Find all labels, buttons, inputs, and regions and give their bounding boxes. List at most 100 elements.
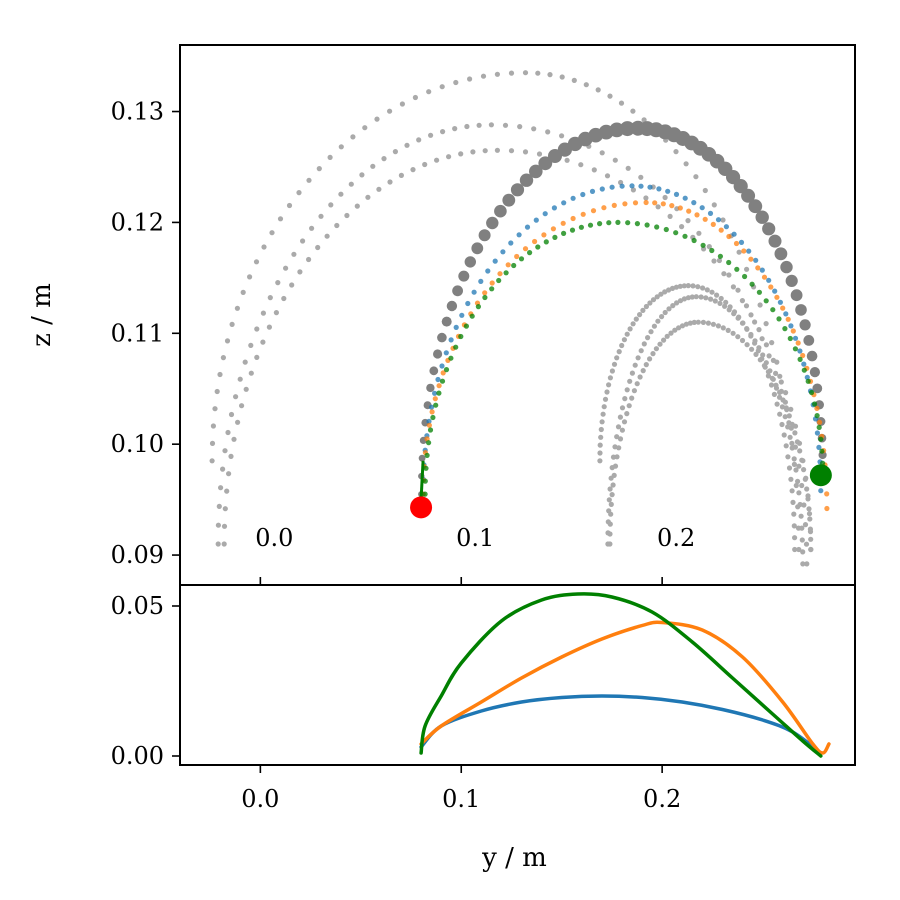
gray-point — [615, 424, 622, 430]
gray-point — [289, 282, 295, 288]
gray-point — [328, 202, 334, 208]
gray-point — [217, 371, 223, 378]
gray-point — [254, 354, 260, 360]
gray-point — [748, 312, 754, 318]
gray-point — [607, 486, 613, 492]
series-point — [426, 440, 432, 446]
gray-point — [338, 144, 344, 150]
gray-point — [668, 330, 674, 336]
gray-point — [721, 271, 727, 277]
gray-point — [779, 421, 785, 428]
series-point — [805, 378, 811, 384]
series-point — [772, 288, 778, 294]
series-point — [809, 389, 815, 396]
bottom-xtick-label: 0.1 — [442, 785, 480, 813]
gray-point — [531, 126, 537, 132]
gray-point — [695, 319, 701, 325]
dark-trajectory — [418, 120, 827, 498]
dark-point — [478, 229, 491, 242]
gray-point — [221, 523, 228, 529]
gray-point — [237, 376, 243, 382]
gray-point — [480, 73, 487, 79]
series-point — [458, 333, 464, 340]
gray-point — [376, 186, 382, 192]
gray-point — [297, 269, 303, 275]
dark-point — [429, 366, 439, 376]
gray-point — [631, 388, 638, 394]
gray-point — [802, 522, 809, 528]
series-point — [622, 201, 628, 207]
dark-point — [441, 316, 452, 327]
gray-point — [614, 454, 620, 460]
gray-point — [786, 465, 793, 471]
series-point — [748, 256, 754, 262]
gray-point — [641, 341, 647, 347]
gray-point — [494, 147, 500, 153]
series-point — [814, 413, 820, 419]
gray-point — [788, 406, 794, 412]
gray-point — [502, 122, 509, 128]
gray-point — [702, 187, 708, 194]
gray-point — [786, 413, 792, 419]
gray-point — [700, 319, 707, 325]
gray-point — [439, 84, 445, 90]
dark-point — [785, 274, 798, 287]
gray-point — [757, 357, 763, 363]
gray-point — [210, 423, 216, 429]
gray-point — [374, 116, 380, 122]
gray-point — [689, 294, 695, 300]
gray-point — [763, 342, 770, 348]
series-point — [580, 191, 586, 198]
gray-point — [453, 79, 459, 86]
series-point — [742, 273, 748, 280]
gray-point — [234, 305, 240, 311]
series-point — [423, 465, 429, 471]
dark-point — [452, 285, 463, 297]
gray-point — [735, 334, 741, 340]
gray-point — [739, 320, 746, 326]
gray-point — [627, 326, 633, 332]
top-inline-xtick-label: 0.2 — [657, 524, 695, 552]
series-point — [589, 188, 596, 194]
gray-point — [309, 225, 315, 231]
series-point — [691, 237, 697, 244]
series-point — [656, 186, 662, 192]
gray-point — [440, 129, 446, 135]
end-marker — [809, 464, 832, 487]
gray-point — [657, 341, 663, 347]
series-point — [492, 258, 498, 264]
series-point — [766, 277, 772, 283]
series-point — [788, 323, 794, 329]
gray-point — [602, 396, 609, 402]
gray-point — [673, 149, 679, 155]
gray-point — [267, 295, 273, 301]
gray-point — [231, 436, 237, 442]
gray-point — [494, 71, 500, 77]
series-point — [691, 200, 697, 206]
gray-point — [690, 283, 696, 289]
series-point — [710, 221, 716, 227]
series-point — [643, 199, 649, 206]
series-point — [443, 350, 449, 356]
series-point — [700, 242, 706, 248]
gray-point — [798, 513, 804, 519]
series-point — [518, 256, 525, 262]
gray-point — [782, 414, 788, 420]
gray-point — [777, 373, 783, 379]
bottom-panel-plot — [419, 592, 831, 758]
gray-point — [253, 259, 260, 265]
gray-point — [597, 450, 603, 456]
series-point — [580, 211, 586, 217]
gray-point — [261, 244, 267, 250]
gray-point — [338, 191, 344, 197]
gray-point — [666, 306, 672, 312]
gray-point — [599, 419, 605, 425]
series-point — [427, 427, 434, 433]
gray-point — [806, 506, 812, 512]
gray-point — [318, 213, 324, 219]
series-point — [792, 335, 799, 341]
gray-point — [630, 187, 637, 193]
gray-point — [578, 162, 584, 168]
series-point — [804, 374, 810, 380]
